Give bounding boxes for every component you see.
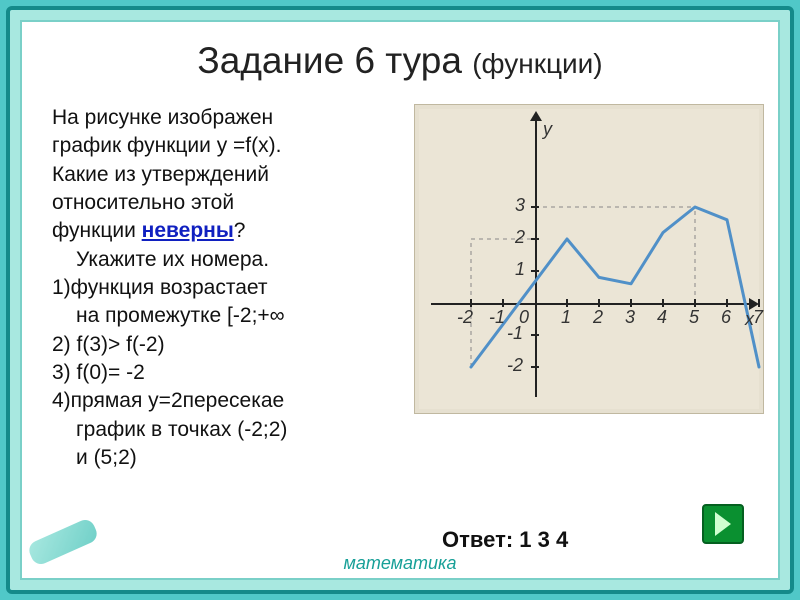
- option-4b: график в точках (-2;2): [52, 416, 406, 444]
- option-4a: 4)прямая у=2пересекае: [52, 387, 406, 415]
- play-icon: [715, 512, 731, 536]
- title-sub: (функции): [472, 48, 602, 79]
- answer-line: Ответ: 1 3 4: [442, 527, 568, 553]
- y-tick-3: 3: [515, 195, 525, 216]
- x-tick-3: 3: [625, 307, 635, 328]
- function-chart: -2-11234567-2-11230yx: [414, 104, 764, 414]
- option-3: 3) f(0)= -2: [52, 359, 406, 387]
- footer-subject: математика: [343, 553, 456, 574]
- slide-inner-frame: Задание 6 тура (функции) На рисунке изоб…: [20, 20, 780, 580]
- option-2: 2) f(3)> f(-2): [52, 331, 406, 359]
- option-1b: на промежутке [-2;+∞: [52, 302, 406, 330]
- answer-value: 1 3 4: [519, 527, 568, 552]
- text-column: На рисунке изображен график функции у =f…: [52, 104, 414, 472]
- prompt-5a: функции: [52, 219, 142, 242]
- x-tick-5: 5: [689, 307, 699, 328]
- x-tick-2: 2: [593, 307, 603, 328]
- x-tick-1: 1: [561, 307, 571, 328]
- y-tick-1: 1: [515, 259, 525, 280]
- prompt-line-1: На рисунке изображен: [52, 104, 406, 132]
- chart-column: -2-11234567-2-11230yx: [414, 104, 764, 472]
- answer-label: Ответ:: [442, 527, 519, 552]
- option-1a: 1)функция возрастает: [52, 274, 406, 302]
- prompt-neverny: неверны: [142, 219, 234, 242]
- prompt-line-5: функции неверны?: [52, 217, 406, 245]
- option-4c: и (5;2): [52, 444, 406, 472]
- graph-svg: [415, 105, 765, 415]
- y-tick--2: -2: [507, 355, 523, 376]
- x-tick-4: 4: [657, 307, 667, 328]
- next-button[interactable]: [702, 504, 744, 544]
- prompt-line-2: график функции у =f(x).: [52, 132, 406, 160]
- y-axis-label: y: [543, 119, 552, 140]
- title-main: Задание 6 тура: [197, 40, 472, 81]
- eraser-icon: [26, 517, 100, 567]
- prompt-5b: ?: [234, 219, 246, 242]
- x-axis-label: x: [745, 309, 754, 330]
- slide-title: Задание 6 тура (функции): [22, 22, 778, 94]
- prompt-line-3: Какие из утверждений: [52, 161, 406, 189]
- prompt-line-6: Укажите их номера.: [52, 246, 406, 274]
- content-row: На рисунке изображен график функции у =f…: [22, 94, 778, 472]
- origin-label: 0: [519, 307, 529, 328]
- x-tick-7: 7: [753, 307, 763, 328]
- y-tick-2: 2: [515, 227, 525, 248]
- x-tick-6: 6: [721, 307, 731, 328]
- slide-outer-frame: Задание 6 тура (функции) На рисунке изоб…: [6, 6, 794, 594]
- x-tick--1: -1: [489, 307, 505, 328]
- prompt-line-4: относительно этой: [52, 189, 406, 217]
- x-tick--2: -2: [457, 307, 473, 328]
